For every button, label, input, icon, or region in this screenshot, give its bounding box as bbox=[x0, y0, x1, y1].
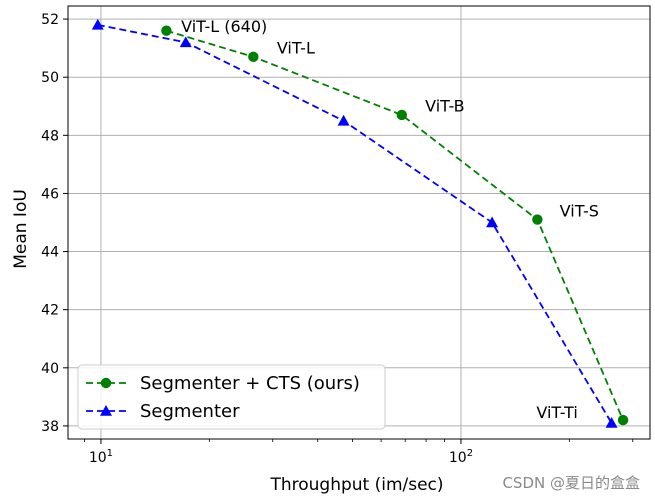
x-axis-title: Throughput (im/sec) bbox=[269, 475, 443, 495]
point-annotation: ViT-L (640) bbox=[181, 17, 267, 36]
legend-marker bbox=[100, 377, 112, 389]
legend: Segmenter + CTS (ours) Segmenter bbox=[77, 364, 386, 430]
y-axis-title: Mean IoU bbox=[11, 189, 31, 269]
data-point bbox=[486, 216, 499, 228]
series-segmenter bbox=[91, 18, 618, 428]
watermark: CSDN @夏日的盒盒 bbox=[502, 474, 640, 492]
series-line bbox=[166, 29, 624, 421]
y-tick-label: 44 bbox=[41, 245, 59, 261]
legend-label: Segmenter bbox=[140, 401, 240, 422]
series-layer bbox=[91, 18, 629, 428]
data-point bbox=[532, 214, 543, 225]
x-tick-label: 101 bbox=[89, 448, 113, 466]
legend-entry: Segmenter + CTS (ours) bbox=[86, 373, 360, 394]
data-point bbox=[396, 109, 408, 121]
y-tick-label: 52 bbox=[41, 12, 59, 28]
series-segmenter-cts bbox=[161, 25, 629, 426]
plot-frame bbox=[67, 5, 651, 440]
annotations-layer: ViT-L (640) ViT-L ViT-B ViT-S ViT-Ti bbox=[181, 17, 599, 422]
y-tick-label: 42 bbox=[41, 303, 59, 319]
data-point bbox=[91, 18, 104, 30]
legend-marker bbox=[100, 405, 112, 416]
y-tick-label: 38 bbox=[41, 419, 59, 435]
data-point bbox=[179, 36, 192, 48]
point-annotation: ViT-Ti bbox=[536, 403, 577, 422]
legend-box bbox=[77, 364, 386, 430]
point-annotation: ViT-S bbox=[560, 202, 599, 221]
y-tick-label: 50 bbox=[41, 70, 59, 86]
y-tick-label: 40 bbox=[41, 361, 59, 377]
data-point bbox=[161, 25, 172, 36]
x-axis-ticks: 101 102 bbox=[89, 439, 473, 466]
data-point bbox=[248, 51, 259, 63]
x-tick-label: 102 bbox=[449, 448, 473, 466]
data-point bbox=[337, 114, 350, 126]
legend-entry: Segmenter bbox=[86, 401, 240, 422]
data-point bbox=[617, 414, 629, 426]
point-annotation: ViT-B bbox=[425, 96, 465, 115]
y-tick-label: 48 bbox=[41, 128, 59, 144]
legend-label: Segmenter + CTS (ours) bbox=[140, 373, 360, 394]
point-annotation: ViT-L bbox=[277, 38, 315, 57]
y-axis-ticks: 38 40 42 44 46 48 50 52 bbox=[41, 12, 68, 435]
y-tick-label: 46 bbox=[41, 186, 59, 202]
data-point bbox=[605, 417, 618, 428]
